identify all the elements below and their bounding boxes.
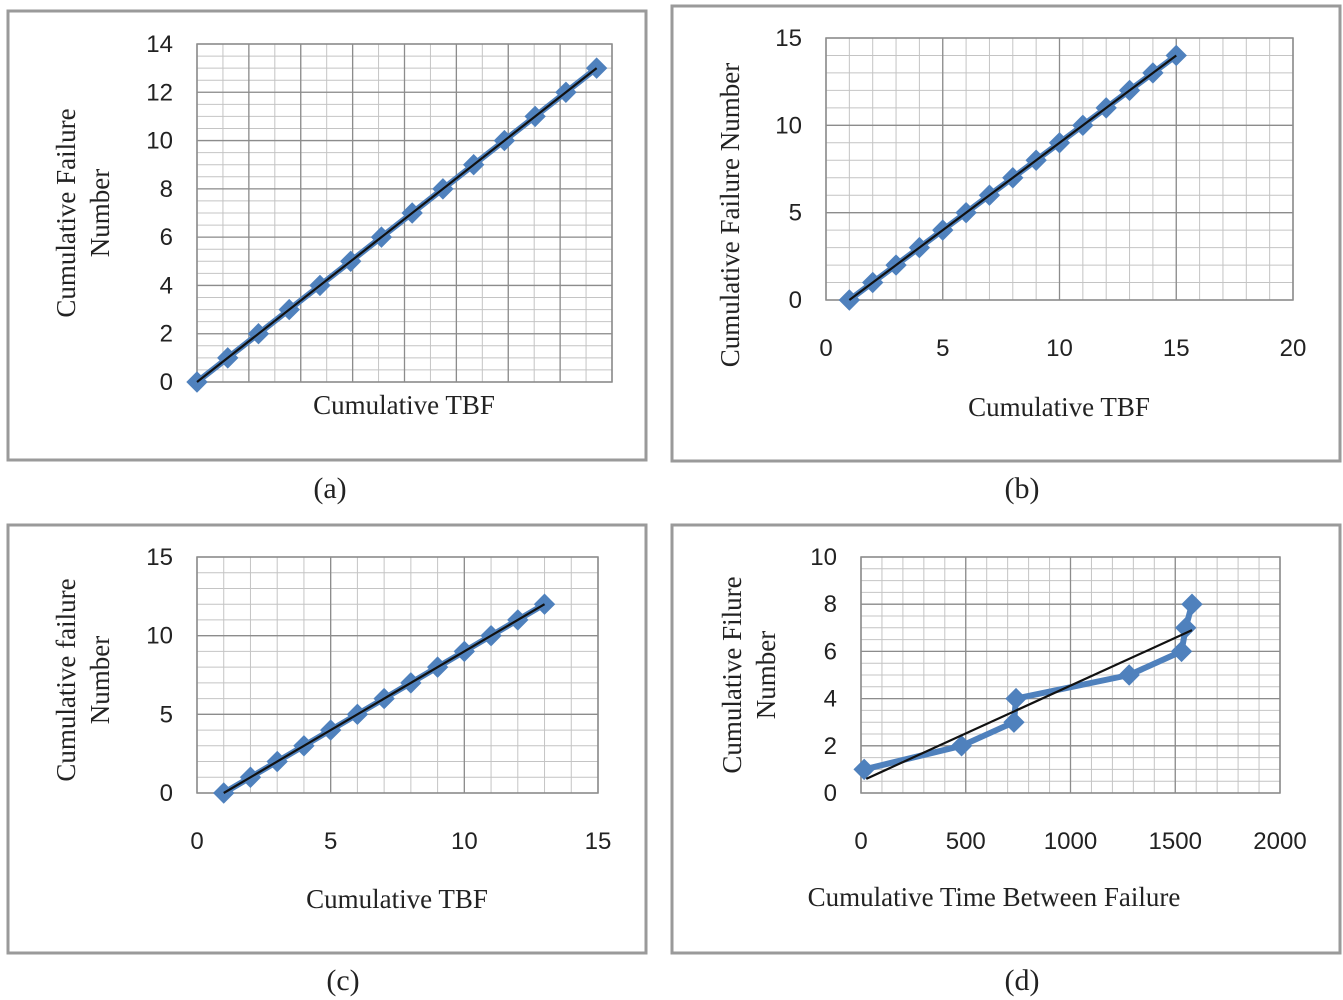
x-tick-label: 5 — [324, 828, 337, 855]
x-tick-label: 5 — [936, 335, 949, 362]
y-tick-label: 12 — [146, 79, 173, 106]
chart-panel-d: 0 2 4 6 8 10 0 500 1000 1500 2000 Cumulative Time B… — [672, 525, 1340, 997]
y-tick-label: 2 — [160, 321, 173, 348]
x-tick-label: 1000 — [1044, 828, 1097, 855]
panel-caption: (d) — [1005, 964, 1040, 997]
y-tick-label: 8 — [160, 176, 173, 203]
y-tick-label: 4 — [824, 686, 837, 713]
y-tick-label: 8 — [824, 591, 837, 618]
y-tick-label: 15 — [146, 544, 173, 571]
y-tick-label: 10 — [810, 544, 837, 571]
panel-caption: (b) — [1005, 472, 1040, 505]
x-tick-label: 1500 — [1149, 828, 1202, 855]
y-axis-title: Cumulative Failure Number — [715, 63, 745, 367]
x-tick-label: 20 — [1280, 335, 1307, 362]
y-tick-label: 14 — [146, 31, 173, 58]
y-tick-label: 10 — [775, 112, 802, 139]
y-tick-label: 5 — [789, 200, 802, 227]
y-tick-label: 2 — [824, 733, 837, 760]
y-axis-title: Number — [85, 636, 115, 724]
chart-panel-c: 0 5 10 15 0 5 10 15 Cumulative TBF Cumulative fai… — [8, 525, 646, 997]
x-tick-label: 10 — [1046, 335, 1073, 362]
panel-caption: (c) — [326, 964, 359, 997]
y-axis-title: Number — [85, 169, 115, 257]
y-axis-title: Number — [751, 631, 781, 719]
x-tick-label: 15 — [1163, 335, 1190, 362]
y-tick-label: 10 — [146, 128, 173, 155]
x-tick-label: 2000 — [1253, 828, 1306, 855]
chart-panel-a: 0 2 4 6 8 10 12 14 Cumulative TBF Cumulative Fail… — [8, 11, 646, 505]
x-tick-label: 0 — [190, 828, 203, 855]
x-tick-label: 15 — [585, 828, 612, 855]
x-tick-label: 0 — [854, 828, 867, 855]
y-axis-title: Cumulative Filure — [717, 576, 747, 773]
chart-panel-b: 0 5 10 15 0 5 10 15 20 Cumulative TBF Cumulative F… — [672, 6, 1340, 505]
x-axis-title: Cumulative Time Between Failure — [808, 882, 1181, 912]
panel-caption: (a) — [313, 472, 346, 505]
y-tick-label: 6 — [160, 224, 173, 251]
x-axis-title: Cumulative TBF — [306, 884, 488, 914]
x-axis-title: Cumulative TBF — [968, 392, 1150, 422]
y-axis-title: Cumulative failure — [51, 578, 81, 781]
x-tick-label: 0 — [819, 335, 832, 362]
y-tick-label: 0 — [160, 780, 173, 807]
y-tick-label: 0 — [789, 287, 802, 314]
x-tick-label: 10 — [451, 828, 478, 855]
y-tick-label: 6 — [824, 638, 837, 665]
x-axis-title: Cumulative TBF — [313, 390, 495, 420]
y-tick-label: 4 — [160, 272, 173, 299]
y-tick-label: 0 — [824, 780, 837, 807]
y-tick-label: 0 — [160, 369, 173, 396]
y-tick-label: 15 — [775, 25, 802, 52]
y-tick-label: 5 — [160, 701, 173, 728]
x-tick-label: 500 — [946, 828, 986, 855]
y-tick-label: 10 — [146, 623, 173, 650]
y-axis-title: Cumulative Failure — [51, 108, 81, 317]
